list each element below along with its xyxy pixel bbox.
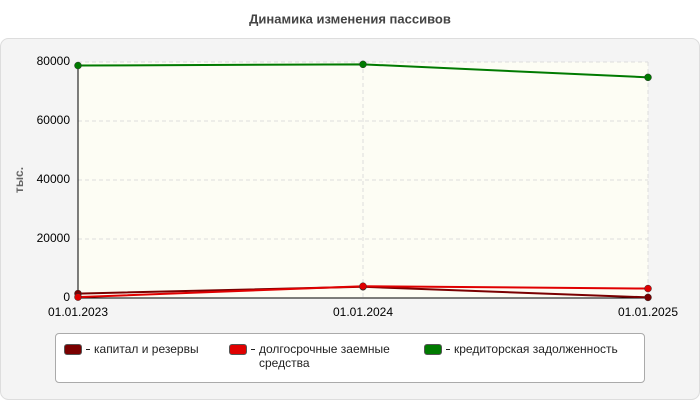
legend-dash <box>251 349 255 350</box>
legend-swatch <box>424 344 442 355</box>
point <box>644 284 652 293</box>
chart-title: Динамика изменения пассивов <box>249 11 451 26</box>
y-tick-label: 40000 <box>37 172 71 186</box>
point <box>74 61 82 70</box>
point <box>644 293 652 302</box>
point <box>359 60 367 69</box>
y-tick-label: 20000 <box>37 231 71 245</box>
legend-label: кредиторская задолженность <box>454 342 618 356</box>
legend-item[interactable]: капитал и резервы <box>64 342 214 356</box>
legend-dash <box>86 349 90 350</box>
legend-swatch <box>64 344 82 355</box>
legend-dash <box>446 349 450 350</box>
x-tick-label: 01.01.2023 <box>48 305 108 319</box>
y-tick-label: 60000 <box>37 113 71 127</box>
legend-swatch <box>229 344 247 355</box>
y-tick-label: 80000 <box>37 54 71 68</box>
point <box>74 293 82 301</box>
legend-label: долгосрочные заемные средства <box>259 342 390 370</box>
x-tick-label: 01.01.2025 <box>618 305 678 319</box>
y-axis-label: тыс. <box>12 167 26 193</box>
legend-label: капитал и резервы <box>94 342 199 356</box>
legend-item[interactable]: долгосрочные заемные средства <box>229 342 409 370</box>
point <box>644 73 652 82</box>
x-tick-label: 01.01.2024 <box>333 305 393 319</box>
legend-item[interactable]: кредиторская задолженность <box>424 342 634 356</box>
legend: капитал и резервы долгосрочные заемные ср… <box>55 333 645 383</box>
y-tick-label: 0 <box>63 290 70 304</box>
point <box>359 282 367 290</box>
